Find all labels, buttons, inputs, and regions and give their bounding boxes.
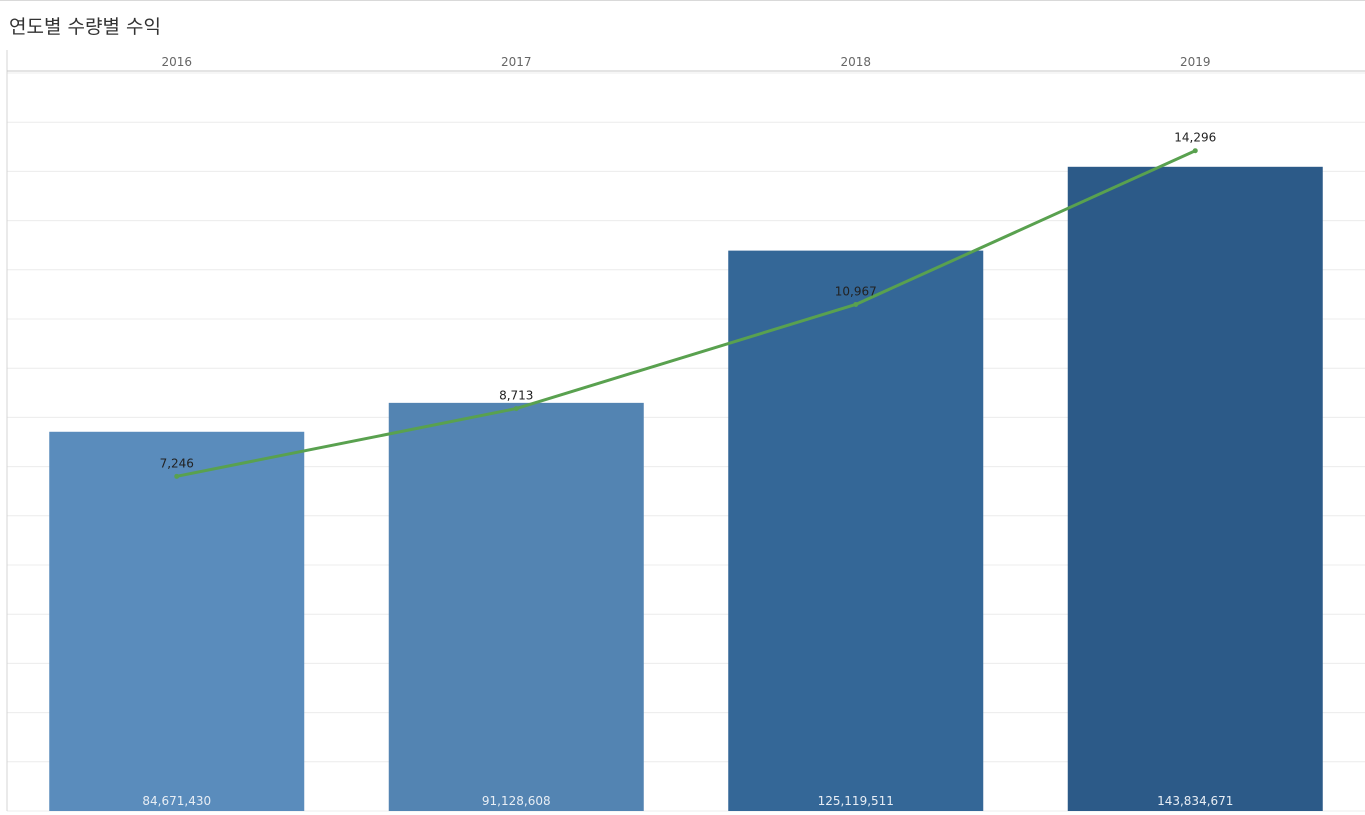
quantity-label-2016: 7,246 bbox=[160, 456, 194, 470]
quantity-point-2017 bbox=[513, 406, 519, 412]
year-label-2018: 2018 bbox=[840, 55, 871, 69]
bar-2018 bbox=[728, 250, 984, 811]
bar-value-label-2018: 125,119,511 bbox=[818, 794, 894, 808]
bar-value-label-2019: 143,834,671 bbox=[1157, 794, 1233, 808]
quantity-label-2019: 14,296 bbox=[1174, 131, 1216, 145]
top-rule bbox=[0, 0, 1365, 1]
quantity-point-2016 bbox=[174, 473, 180, 479]
year-label-2016: 2016 bbox=[161, 55, 192, 69]
quantity-label-2017: 8,713 bbox=[499, 389, 533, 403]
quantity-point-2018 bbox=[853, 301, 859, 307]
bar-2017 bbox=[388, 402, 644, 811]
quantity-line bbox=[175, 149, 1197, 478]
bar-2019 bbox=[1067, 166, 1323, 811]
year-label-2019: 2019 bbox=[1180, 55, 1211, 69]
bar-value-label-2017: 91,128,608 bbox=[482, 794, 551, 808]
quantity-point-2019 bbox=[1192, 148, 1198, 154]
year-label-2017: 2017 bbox=[501, 55, 532, 69]
bar-value-label-2016: 84,671,430 bbox=[142, 794, 211, 808]
quantity-label-2018: 10,967 bbox=[835, 284, 877, 298]
chart-title: 연도별 수량별 수익 bbox=[9, 16, 161, 38]
bar-2016 bbox=[49, 431, 305, 811]
